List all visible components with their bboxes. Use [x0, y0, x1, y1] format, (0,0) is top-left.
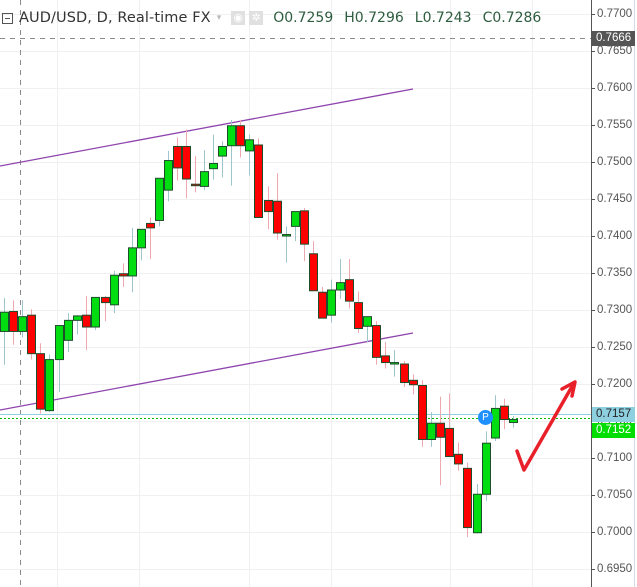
bearish-candle	[236, 125, 245, 147]
bullish-candle	[491, 407, 500, 439]
bullish-candle	[336, 282, 345, 291]
bearish-candle	[463, 467, 472, 529]
ohlc-values: O0.7259 H0.7296 L0.7243 C0.7286	[273, 10, 552, 26]
price-axis-label: 0.6950	[597, 563, 633, 575]
bullish-candle	[227, 125, 236, 147]
bearish-candle	[445, 427, 454, 458]
bullish-candle	[64, 319, 73, 341]
price-axis-label: 0.7500	[597, 156, 633, 168]
bearish-candle	[409, 379, 418, 386]
chart-legend: AUD/USD, D, Real-time FX ▾ ◉ ✲ O0.7259 H0…	[2, 8, 552, 28]
lower-channel-line	[0, 332, 414, 411]
price-axis-label: 0.7000	[597, 526, 633, 538]
bullish-candle	[91, 296, 100, 328]
bearish-candle	[418, 384, 427, 441]
bullish-candle	[363, 316, 372, 327]
bearish-candle	[500, 405, 509, 421]
crosshair-price-tag: 0.7666	[592, 31, 635, 46]
bearish-candle	[182, 145, 191, 180]
price-axis-label: 0.7350	[597, 267, 633, 279]
bullish-candle	[137, 228, 146, 249]
bearish-candle	[436, 422, 445, 438]
bullish-candle	[209, 162, 218, 170]
bullish-candle	[200, 171, 209, 187]
bullish-candle	[245, 139, 254, 152]
bullish-candle	[473, 493, 482, 534]
gear-icon[interactable]: ✲	[249, 11, 264, 25]
last-price-tag: 0.7157	[592, 407, 635, 422]
bearish-candle	[400, 363, 409, 384]
price-axis-label: 0.7200	[597, 378, 633, 390]
bullish-candle	[509, 419, 518, 423]
bearish-candle	[381, 355, 390, 364]
bullish-candle	[291, 211, 300, 227]
bearish-candle	[454, 453, 463, 465]
bearish-candle	[191, 183, 200, 187]
forecast-arrow	[515, 381, 576, 472]
bearish-candle	[345, 279, 354, 302]
bullish-candle	[218, 145, 227, 157]
price-axis-label: 0.7600	[597, 82, 633, 94]
upper-channel-line	[0, 88, 414, 167]
bullish-candle	[327, 289, 336, 316]
bearish-candle	[173, 145, 182, 169]
bearish-candle	[309, 253, 318, 292]
bearish-candle	[354, 302, 363, 330]
bearish-candle	[9, 310, 18, 332]
bearish-candle	[36, 353, 45, 410]
price-axis-label: 0.7700	[597, 8, 633, 20]
bearish-candle	[264, 199, 273, 213]
price-axis-label: 0.7550	[597, 119, 633, 131]
price-axis-label: 0.7450	[597, 193, 633, 205]
bullish-candle	[282, 234, 291, 237]
bullish-candle	[45, 359, 54, 412]
bearish-candle	[146, 222, 155, 229]
bearish-candle	[300, 210, 309, 245]
symbol-title[interactable]: AUD/USD, D, Real-time FX	[19, 10, 211, 26]
bullish-candle	[128, 247, 137, 277]
bearish-candle	[318, 291, 327, 319]
ohlc-low: L0.7243	[414, 10, 472, 26]
bearish-candle	[27, 314, 36, 355]
position-marker[interactable]: P	[478, 410, 493, 425]
price-axis-label: 0.7250	[597, 341, 633, 353]
bullish-candle	[390, 362, 399, 365]
bullish-candle	[164, 160, 173, 191]
price-axis-label: 0.7650	[597, 45, 633, 57]
collapse-icon[interactable]	[2, 12, 13, 24]
bid-price-tag: 0.7152	[592, 423, 635, 438]
bullish-candle	[482, 442, 491, 495]
price-axis-label: 0.7050	[597, 489, 633, 501]
chevron-down-icon[interactable]: ▾	[216, 13, 222, 23]
ohlc-open: O0.7259	[273, 10, 334, 26]
bearish-candle	[372, 325, 381, 358]
bullish-candle	[55, 325, 64, 361]
bullish-candle	[18, 316, 27, 332]
bullish-candle	[0, 311, 9, 332]
bearish-candle	[101, 296, 110, 304]
forecast-arrow-head	[560, 380, 577, 398]
bearish-candle	[82, 314, 91, 328]
bearish-candle	[273, 200, 282, 234]
bullish-candle	[155, 177, 164, 221]
price-axis-label: 0.7300	[597, 304, 633, 316]
bullish-candle	[427, 422, 436, 441]
ohlc-close: C0.7286	[482, 10, 542, 26]
bullish-candle	[110, 274, 119, 306]
ohlc-high: H0.7296	[344, 10, 404, 26]
price-axis-label: 0.7100	[597, 452, 633, 464]
eye-icon[interactable]: ◉	[231, 11, 246, 25]
bearish-candle	[119, 273, 128, 277]
price-axis-label: 0.7400	[597, 230, 633, 242]
bearish-candle	[254, 144, 263, 218]
bullish-candle	[73, 315, 82, 321]
